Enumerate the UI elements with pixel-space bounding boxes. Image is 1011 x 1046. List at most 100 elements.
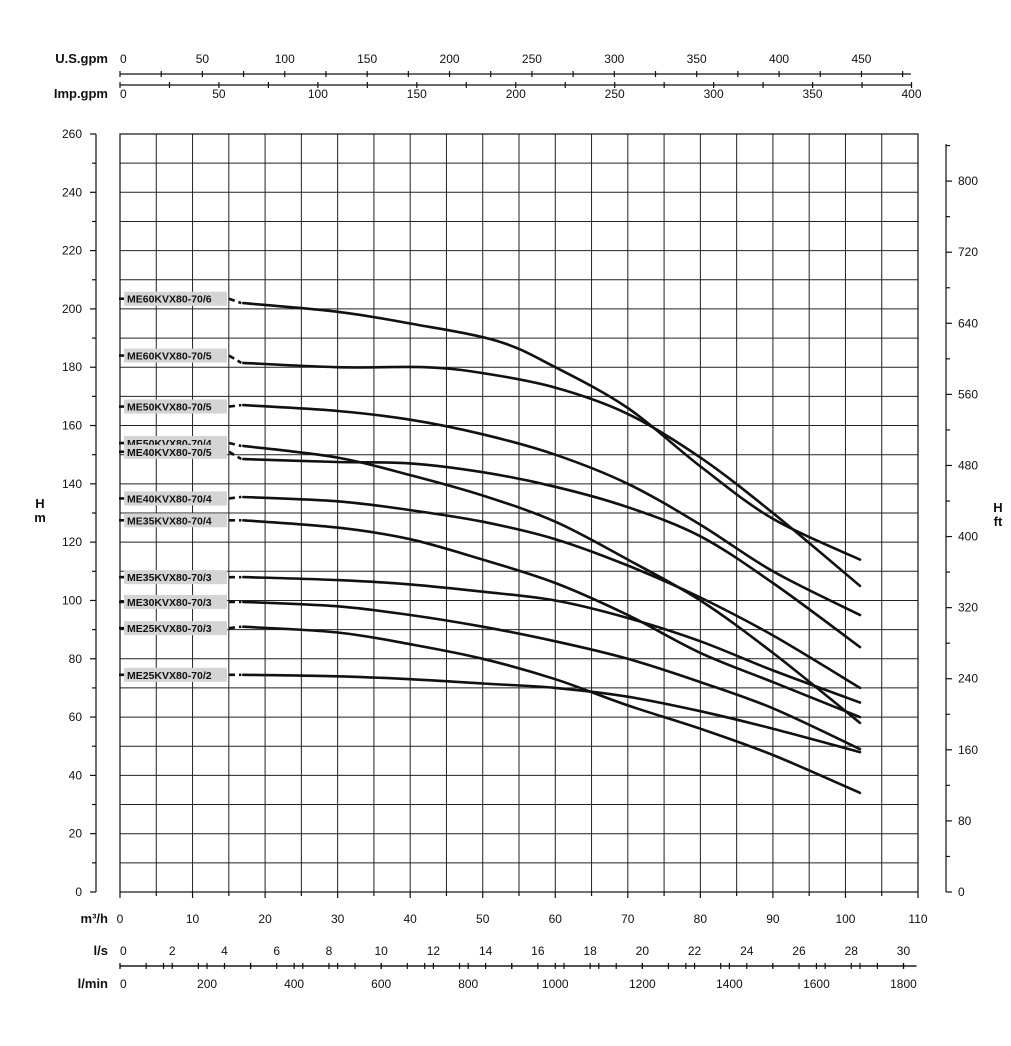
y2-tick-label: 480 [958,458,978,472]
us-gpm-tick-label: 150 [357,52,377,66]
y2-axis-name: H [993,500,1002,515]
y-tick-label: 100 [62,593,82,607]
curve-label-text: ME25KVX80-70/2 [127,670,212,682]
l-s-tick-label: 18 [583,944,597,958]
curve-label-background [124,491,227,506]
curve-me60kvx80-70-5 [242,361,862,588]
y-tick-label: 20 [69,827,83,841]
curve-me50kvx80-70-4 [242,444,862,725]
x-tick-label: 100 [835,912,855,926]
imp-gpm-tick-label: 150 [407,87,427,101]
l-s-tick-label: 14 [479,944,493,958]
y-tick-label: 200 [62,302,82,316]
y2-tick-label: 640 [958,316,978,330]
l-s-tick-label: 24 [740,944,754,958]
us-gpm-tick-label: 450 [851,52,871,66]
x-tick-label: 40 [404,912,418,926]
curve-me40kvx80-70-5 [242,457,862,649]
curve-label-text: ME25KVX80-70/3 [127,623,212,635]
curve-label-background [124,570,227,585]
l-s-tick-label: 12 [427,944,441,958]
curve-leader [228,495,242,500]
us-gpm-tick-label: 200 [440,52,460,66]
l-s-tick-label: 8 [326,944,333,958]
l-min-tick-label: 1800 [890,977,917,991]
l-s-tick-label: 6 [273,944,280,958]
curve-labels: ME60KVX80-70/6 ME60KVX80-70/5 ME50KVX80-70… [119,291,227,682]
us-gpm-tick-label: 0 [120,52,127,66]
curve-label-background [124,621,227,636]
y-tick-label: 240 [62,185,82,199]
x-tick-label: 20 [258,912,272,926]
us-gpm-tick-label: 250 [522,52,542,66]
curve-label: ME25KVX80-70/3 [119,621,227,636]
y2-tick-label: 80 [958,814,972,828]
l-min-tick-label: 0 [120,977,127,991]
x-tick-label: 70 [621,912,635,926]
us-gpm-axis-name: U.S.gpm [55,51,108,66]
l-s-tick-label: 22 [688,944,702,958]
imp-gpm-tick-label: 400 [902,87,922,101]
l-min-tick-label: 1200 [629,977,656,991]
l-s-tick-label: 20 [636,944,650,958]
imp-gpm-tick-label: 50 [212,87,226,101]
curve-me50kvx80-70-5 [242,403,862,617]
imp-gpm-axis-name: Imp.gpm [54,86,108,101]
x-axis-name: m³/h [81,911,109,926]
curve-label: ME40KVX80-70/5 [119,444,227,459]
y-tick-label: 140 [62,477,82,491]
l-min-tick-label: 800 [458,977,478,991]
y2-tick-label: 240 [958,672,978,686]
curve-label-background [124,399,227,414]
x-tick-label: 30 [331,912,345,926]
l-min-tick-label: 1400 [716,977,743,991]
x-tick-label: 90 [766,912,780,926]
y-tick-label: 60 [69,710,83,724]
y2-tick-label: 400 [958,530,978,544]
imp-gpm-tick-label: 200 [506,87,526,101]
curve-label: ME30KVX80-70/3 [119,594,227,609]
y-tick-label: 40 [69,768,83,782]
l-s-tick-label: 10 [374,944,388,958]
curve-leader [228,441,242,448]
curve-me35kvx80-70-4 [242,519,862,719]
y2-tick-label: 800 [958,174,978,188]
y2-tick-label: 320 [958,601,978,615]
curve-label-text: ME35KVX80-70/3 [127,572,212,584]
curve-label: ME40KVX80-70/4 [119,491,227,506]
l-s-tick-label: 26 [792,944,806,958]
x-tick-label: 110 [908,912,927,926]
us-gpm-tick-label: 350 [687,52,707,66]
curve-label-text: ME40KVX80-70/5 [127,447,212,459]
l-s-tick-label: 28 [845,944,859,958]
y-axis-unit: m [34,510,46,525]
axes: 020406080100120140160180200220240260Hm08… [34,51,1003,991]
l-s-tick-label: 2 [169,944,176,958]
y2-tick-label: 560 [958,387,978,401]
curve-label-text: ME30KVX80-70/3 [127,597,212,609]
curve-label: ME50KVX80-70/5 [119,399,227,414]
x-tick-label: 10 [186,912,200,926]
l-min-tick-label: 200 [197,977,217,991]
curve-label-text: ME60KVX80-70/5 [127,351,212,363]
l-min-tick-label: 400 [284,977,304,991]
curve-label: ME35KVX80-70/4 [119,513,227,528]
curve-me35kvx80-70-3 [242,575,862,704]
curve-me40kvx80-70-4 [242,495,862,690]
l-s-tick-label: 30 [897,944,911,958]
imp-gpm-tick-label: 350 [803,87,823,101]
curve-label-background [124,513,227,528]
l-min-tick-label: 1600 [803,977,830,991]
curve-label-background [124,348,227,363]
curve-label: ME60KVX80-70/5 [119,348,227,363]
y2-tick-label: 160 [958,743,978,757]
curve-label-background [124,667,227,682]
imp-gpm-tick-label: 250 [605,87,625,101]
y-tick-label: 220 [62,244,82,258]
x-tick-label: 0 [117,912,124,926]
curves [228,297,862,795]
y2-tick-label: 0 [958,885,965,899]
curve-leader [228,354,242,364]
us-gpm-tick-label: 100 [275,52,295,66]
